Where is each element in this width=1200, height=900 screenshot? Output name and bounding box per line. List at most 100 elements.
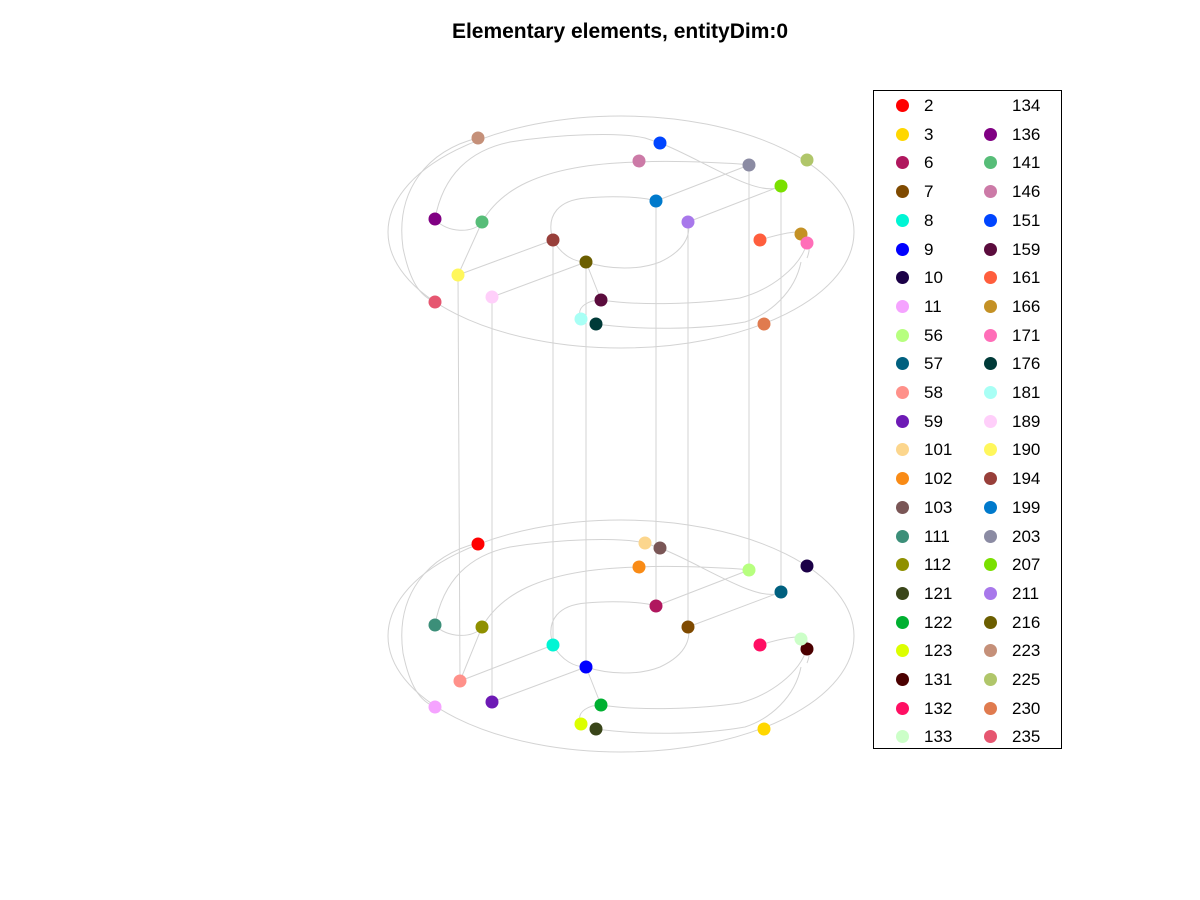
point-101 <box>638 536 652 550</box>
legend-label: 103 <box>924 497 953 517</box>
legend-label: 56 <box>924 325 943 345</box>
legend-label: 58 <box>924 383 943 402</box>
legend-marker <box>896 213 909 227</box>
point-11 <box>428 700 442 714</box>
legend-marker <box>984 99 997 112</box>
legend-marker <box>896 730 909 744</box>
legend-marker <box>896 156 909 170</box>
point-102 <box>632 560 646 574</box>
legend-marker <box>984 414 997 428</box>
point-190 <box>451 268 465 282</box>
legend-label: 121 <box>924 583 953 603</box>
point-211 <box>681 215 695 229</box>
legend-label: 223 <box>1012 641 1041 661</box>
legend-marker <box>984 185 997 199</box>
point-131 <box>800 642 814 656</box>
point-151 <box>653 136 667 150</box>
legend-marker <box>984 328 997 342</box>
legend-label: 136 <box>1012 124 1041 144</box>
point-112 <box>475 620 489 634</box>
point-3 <box>757 722 771 736</box>
point-111 <box>428 618 442 632</box>
legend-marker <box>984 730 997 744</box>
point-223 <box>471 131 485 145</box>
wireframe-lines <box>387 115 855 753</box>
legend-marker <box>984 529 997 543</box>
legend-marker <box>984 615 997 629</box>
legend-marker <box>896 242 909 256</box>
legend-marker <box>984 213 997 227</box>
point-57 <box>774 585 788 599</box>
bottom-outer-ellipse <box>387 519 855 753</box>
legend-marker <box>896 586 909 600</box>
legend-label: 7 <box>924 182 934 202</box>
legend-marker <box>896 271 909 285</box>
legend-marker <box>984 299 997 313</box>
point-10 <box>800 559 814 573</box>
legend-marker <box>984 443 997 457</box>
legend-marker <box>896 386 909 399</box>
legend-label: 6 <box>924 153 934 173</box>
legend-label: 151 <box>1012 210 1041 230</box>
top-outer-ellipse <box>387 115 855 349</box>
point-59 <box>485 695 499 709</box>
point-161 <box>753 233 767 247</box>
legend-label: 102 <box>924 469 953 489</box>
legend-marker <box>896 357 909 371</box>
legend-label: 8 <box>924 210 934 230</box>
legend-marker <box>984 472 997 486</box>
legend-marker <box>896 127 909 141</box>
legend-label: 207 <box>1012 555 1041 575</box>
legend-label: 132 <box>924 698 953 718</box>
legend-marker <box>984 357 997 371</box>
legend-marker <box>984 701 997 715</box>
legend-marker <box>896 500 909 514</box>
legend-label: 111 <box>924 526 950 546</box>
legend-label: 171 <box>1012 325 1041 345</box>
legend-label: 166 <box>1012 296 1041 316</box>
point-225 <box>800 153 814 167</box>
legend-label: 112 <box>924 555 952 575</box>
legend-label: 122 <box>924 612 953 632</box>
legend-label: 235 <box>1012 727 1041 747</box>
legend-marker <box>896 529 909 543</box>
legend-marker <box>896 414 909 428</box>
legend-label: 194 <box>1012 469 1041 489</box>
point-189 <box>485 290 499 304</box>
legend-label: 134 <box>1012 96 1041 115</box>
point-159 <box>594 293 608 307</box>
point-141 <box>475 215 489 229</box>
legend-marker <box>896 615 909 629</box>
legend-label: 10 <box>924 268 943 288</box>
point-103 <box>653 541 667 555</box>
legend-label: 225 <box>1012 670 1041 689</box>
legend-marker <box>896 472 909 486</box>
legend-label: 189 <box>1012 411 1041 431</box>
legend-marker <box>896 443 909 457</box>
legend-label: 57 <box>924 354 943 374</box>
legend-label: 133 <box>924 727 953 747</box>
point-6 <box>649 599 663 613</box>
legend-marker <box>896 701 909 715</box>
point-133 <box>794 632 808 646</box>
point-136 <box>428 212 442 226</box>
legend-marker <box>984 242 997 256</box>
point-194 <box>546 233 560 247</box>
point-176 <box>589 317 603 331</box>
legend-label: 159 <box>1012 239 1041 259</box>
legend-marker <box>984 271 997 285</box>
point-216 <box>579 255 593 269</box>
vertical-line <box>457 274 461 682</box>
point-235 <box>428 295 442 309</box>
legend-marker <box>896 185 909 199</box>
legend-marker <box>896 558 909 572</box>
legend-label: 181 <box>1012 383 1041 402</box>
legend-marker <box>984 156 997 170</box>
legend-marker <box>984 127 997 141</box>
legend-label: 211 <box>1012 583 1040 603</box>
legend-marker <box>896 299 909 313</box>
point-2 <box>471 537 485 551</box>
point-199 <box>649 194 663 208</box>
legend-label: 123 <box>924 641 953 661</box>
